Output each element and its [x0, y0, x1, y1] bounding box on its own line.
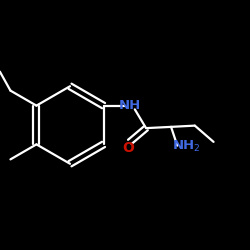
Text: O: O — [122, 141, 134, 155]
Text: NH: NH — [119, 99, 142, 112]
Text: NH$_2$: NH$_2$ — [172, 139, 201, 154]
